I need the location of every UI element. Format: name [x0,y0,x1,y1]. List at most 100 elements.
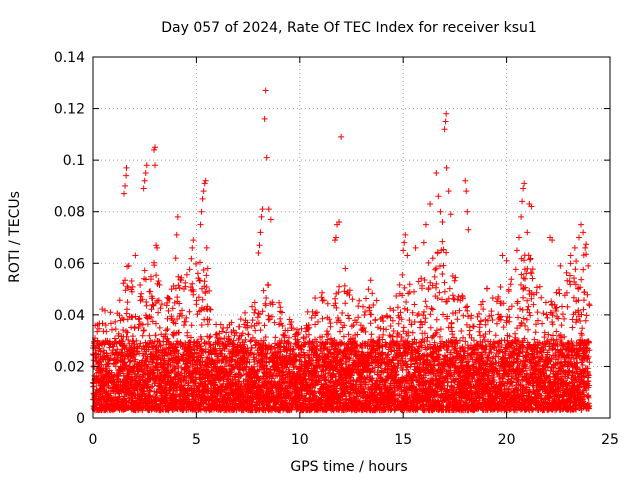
outlier-point [342,265,349,272]
outlier-point [336,219,343,226]
outlier-point [152,162,159,169]
outlier-point [255,249,262,256]
plot-frame [92,56,611,419]
y-tick-label: 0.02 [54,359,85,375]
outlier-point [338,133,345,140]
outlier-point [439,219,446,226]
outlier-point [142,170,149,177]
y-axis-title: ROTI / TECUs [7,191,23,283]
outlier-point [404,252,411,259]
outlier-point [575,234,582,241]
y-tick-label: 0.14 [54,50,85,66]
x-tick-label: 0 [89,432,98,448]
outlier-point [201,180,208,187]
outlier-point [400,247,407,254]
outlier-point [132,252,139,259]
outlier-point [202,177,209,184]
outlier-point [263,154,270,161]
outlier-point [557,262,564,269]
outlier-point [123,164,130,171]
outlier-point [463,188,470,195]
outlier-point [528,203,535,210]
outlier-point [151,146,158,153]
outlier-point [412,244,419,251]
y-tick-label: 0.12 [54,102,85,118]
outlier-point [153,242,160,249]
outlier-point [549,237,556,244]
outlier-point [516,234,523,241]
data-point-cloud [90,238,593,414]
outlier-point [141,177,148,184]
outlier-point [465,226,472,233]
y-tick-label: 0.08 [54,205,85,221]
x-tick-label: 15 [394,432,412,448]
x-tick-label: 5 [192,432,201,448]
outlier-point [172,255,179,262]
outlier-point [435,193,442,200]
outlier-point [331,237,338,244]
outlier-point [401,239,408,246]
outlier-point [173,231,180,238]
outlier-point [578,221,585,228]
outlier-point [122,182,129,189]
outlier-point [442,118,449,125]
outlier-point [433,170,440,177]
outlier-point [259,206,266,213]
outlier-point [143,162,150,169]
axes: 0 5 10 15 20 25 0 0.02 0.04 0.06 0.08 0.1 0.12 0.14 [54,50,619,448]
outlier-point [464,208,471,215]
y-tick-label: 0.1 [63,153,85,169]
outlier-point [441,126,448,133]
outlier-point [445,188,452,195]
outlier-point [190,237,197,244]
outlier-point [261,115,268,122]
outlier-point [203,244,210,251]
outlier-point [256,242,263,249]
outlier-point [462,177,469,184]
outlier-point [197,221,204,228]
outlier-point [262,87,269,94]
outlier-point [427,200,434,207]
outlier-point [265,206,272,213]
outlier-point [519,198,526,205]
outlier-point [140,185,147,192]
y-tick-label: 0.06 [54,256,85,272]
outlier-point [402,231,409,238]
outlier-point [420,239,427,246]
outlier-point [437,208,444,215]
outlier-point [189,244,196,251]
outlier-point [174,213,181,220]
outlier-point [443,164,450,171]
outlier-point [204,265,211,272]
outlier-point [154,244,161,251]
outlier-point [503,257,510,264]
outlier-point [332,234,339,241]
x-tick-label: 20 [498,432,516,448]
outlier-point [513,247,520,254]
data-points [90,87,593,414]
outlier-point [447,211,454,218]
outlier-point [152,144,159,151]
outlier-point [520,185,527,192]
outlier-point [258,213,265,220]
outlier-point [123,172,130,179]
x-tick-label: 25 [601,432,619,448]
outlier-point [580,229,587,236]
outlier-point [267,216,274,223]
outlier-point [567,252,574,259]
outlier-point [443,110,450,117]
outlier-point [499,252,506,259]
outlier-point [121,190,128,197]
outlier-point [422,221,429,228]
outlier-point [257,229,264,236]
chart-title: Day 057 of 2024, Rate Of TEC Index for r… [161,20,537,36]
x-axis-title: GPS time / hours [290,459,407,475]
outlier-point [199,195,206,202]
x-tick-label: 10 [291,432,309,448]
y-tick-label: 0 [76,411,85,427]
outlier-point [200,188,207,195]
outlier-point [571,244,578,251]
outlier-point [198,208,205,215]
outlier-point [582,244,589,251]
